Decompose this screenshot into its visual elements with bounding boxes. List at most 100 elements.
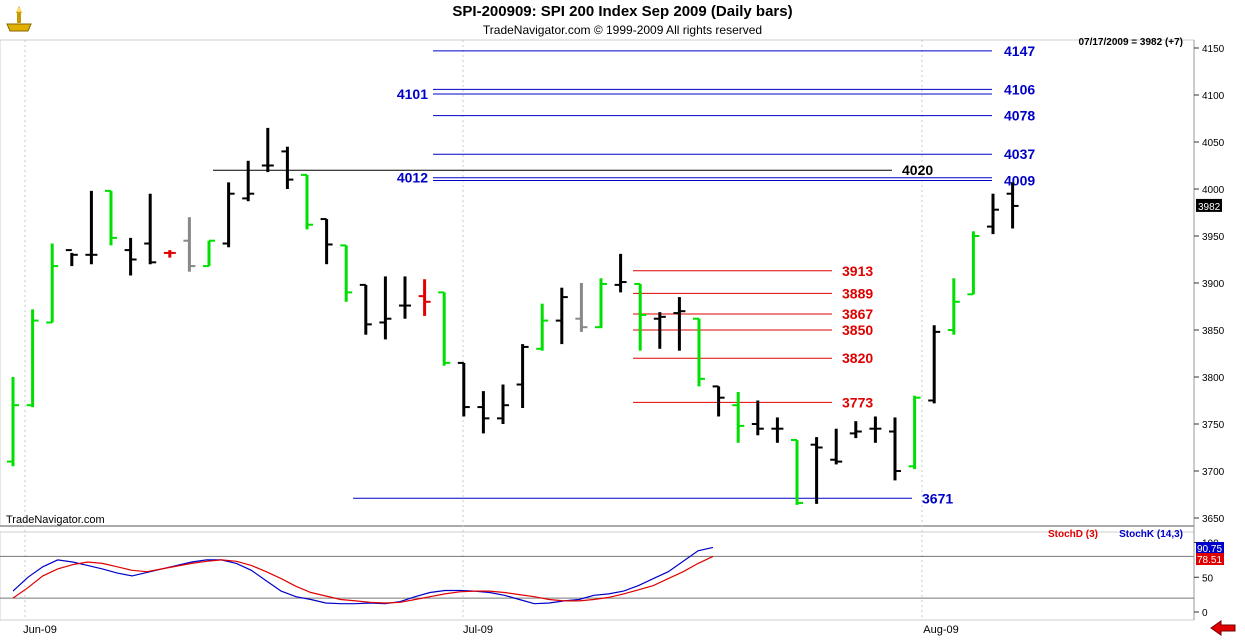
level-label-3671: 3671	[922, 490, 953, 506]
price-bar	[634, 282, 647, 351]
stoch-y-tick-label: 0	[1202, 608, 1208, 619]
price-bar	[320, 218, 333, 265]
x-tick-label: Aug-09	[923, 624, 958, 636]
price-bar	[693, 317, 705, 387]
watermark: TradeNavigator.com	[6, 514, 105, 526]
stochk-legend: StochK (14,3)	[1119, 529, 1183, 540]
level-label-4020: 4020	[902, 162, 933, 178]
price-bar	[203, 239, 215, 268]
y-tick-label: 3650	[1202, 514, 1225, 525]
y-tick-label: 4050	[1202, 138, 1225, 149]
price-bar	[614, 253, 627, 293]
level-label-4106: 4106	[1004, 81, 1035, 97]
level-label-4009: 4009	[1004, 173, 1035, 189]
price-bar	[379, 276, 392, 340]
level-label-4078: 4078	[1004, 108, 1035, 124]
x-tick-label: Jun-09	[23, 624, 57, 636]
price-bar	[575, 283, 588, 332]
level-label-3773: 3773	[842, 394, 873, 410]
trophy-icon	[4, 4, 34, 34]
price-bar	[947, 278, 960, 335]
y-tick-label: 3750	[1202, 420, 1225, 431]
price-bar	[595, 278, 607, 329]
price-bar	[281, 146, 294, 189]
price-bar	[359, 283, 372, 335]
price-bar	[26, 309, 39, 408]
stochk-value-tag: 90.75	[1197, 544, 1222, 555]
x-tick-label: Jul-09	[463, 624, 493, 636]
price-bar	[889, 417, 901, 481]
level-label-4101: 4101	[397, 86, 428, 102]
price-bar	[105, 189, 117, 246]
price-bar	[673, 297, 686, 351]
last-price-tag: 3982	[1198, 202, 1221, 213]
price-bar	[457, 361, 470, 417]
level-label-3820: 3820	[842, 350, 873, 366]
level-label-3850: 3850	[842, 322, 873, 338]
price-bar	[967, 231, 980, 296]
last-quote-info: 07/17/2009 = 3982 (+7)	[1078, 37, 1183, 48]
price-bar	[928, 325, 941, 404]
y-tick-label: 3800	[1202, 373, 1225, 384]
price-bar	[653, 312, 666, 349]
price-bar	[516, 344, 529, 409]
price-bar	[712, 385, 725, 417]
stoch-line-k	[12, 546, 714, 605]
price-bar	[732, 392, 745, 443]
stoch-line-d	[12, 555, 714, 604]
price-bar	[65, 249, 78, 267]
price-bar	[242, 160, 255, 202]
arrow-left-icon[interactable]	[1209, 620, 1237, 636]
y-tick-label: 3950	[1202, 232, 1225, 243]
price-bar	[340, 244, 353, 302]
level-label-4012: 4012	[397, 170, 428, 186]
price-bar	[7, 377, 19, 467]
stoch-pane-frame	[0, 531, 1195, 621]
price-bar	[791, 438, 803, 505]
price-bar	[1006, 182, 1019, 229]
price-bar	[418, 279, 431, 316]
chart-subtitle: TradeNavigator.com © 1999-2009 All right…	[482, 23, 763, 37]
price-bar	[771, 417, 784, 443]
y-tick-label: 4150	[1202, 44, 1225, 55]
chart-title: SPI-200909: SPI 200 Index Sep 2009 (Dail…	[452, 3, 793, 20]
price-bar	[751, 400, 764, 436]
price-bar	[497, 384, 509, 424]
price-bar	[183, 217, 196, 272]
price-bar	[438, 291, 451, 366]
price-bar	[908, 395, 921, 470]
price-bar	[301, 173, 313, 230]
level-label-4147: 4147	[1004, 43, 1035, 59]
stochk-value-tag-bg	[1196, 542, 1224, 554]
last-price-tag-bg	[1196, 198, 1222, 212]
y-tick-label: 3700	[1202, 467, 1225, 478]
price-bar	[163, 250, 176, 258]
price-bar	[124, 237, 137, 276]
y-tick-label: 3850	[1202, 326, 1225, 337]
price-bar	[849, 421, 862, 439]
stochd-value-tag: 78.51	[1197, 555, 1222, 566]
level-label-4037: 4037	[1004, 146, 1035, 162]
price-bar	[144, 193, 157, 265]
stochd-value-tag-bg	[1196, 553, 1224, 565]
price-bar	[399, 276, 411, 319]
price-bar	[46, 243, 59, 324]
y-tick-label: 4100	[1202, 91, 1225, 102]
price-bar	[261, 127, 274, 173]
level-label-3913: 3913	[842, 263, 873, 279]
level-label-3867: 3867	[842, 306, 873, 322]
price-bar	[869, 416, 882, 443]
price-bar	[987, 193, 999, 235]
price-bar	[222, 182, 235, 248]
level-label-3889: 3889	[842, 285, 873, 301]
price-bar	[477, 391, 490, 434]
price-bar	[85, 190, 98, 265]
y-tick-label: 4000	[1202, 185, 1225, 196]
price-bar	[536, 303, 549, 351]
y-tick-label: 3900	[1202, 279, 1225, 290]
price-bar	[555, 287, 568, 345]
price-bar	[810, 437, 823, 504]
price-bar	[830, 428, 843, 465]
stoch-y-tick-label: 50	[1202, 573, 1214, 584]
